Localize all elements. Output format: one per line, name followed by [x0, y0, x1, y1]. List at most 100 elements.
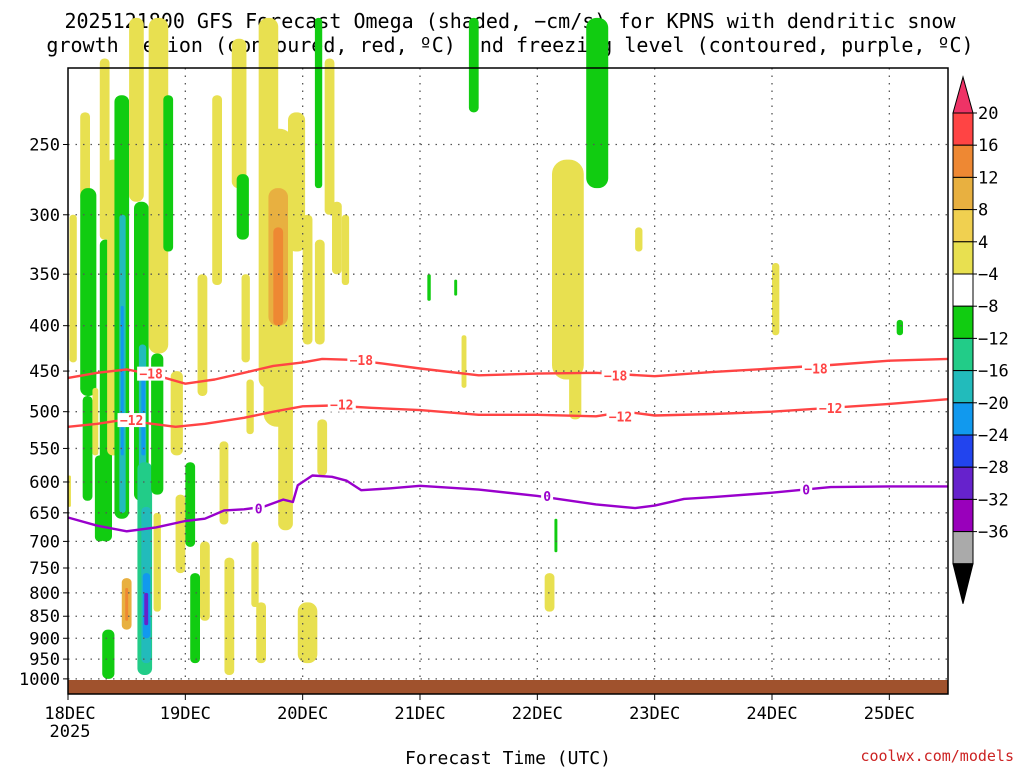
- omega-cell: [80, 188, 97, 396]
- omega-cell: [341, 214, 350, 286]
- omega-cell: [197, 274, 208, 396]
- omega-cell: [427, 274, 431, 301]
- y-tick-label: 550: [29, 439, 60, 459]
- colorbar-label: −24: [978, 426, 1009, 446]
- dgz-minus-12-label: −12: [819, 402, 842, 417]
- freezing-level-0-label: 0: [802, 484, 810, 499]
- colorbar-swatch: [952, 498, 974, 533]
- omega-cell: [256, 602, 266, 664]
- y-tick-label: 400: [29, 317, 60, 337]
- y-tick-label: 600: [29, 473, 60, 493]
- omega-cell: [317, 419, 328, 476]
- credit-link[interactable]: coolwx.com/models: [860, 747, 1014, 765]
- dgz-minus-12-label-bg: [606, 409, 635, 424]
- dgz-minus-18-label: −18: [350, 354, 374, 369]
- x-tick-label: 21DEC: [394, 704, 445, 724]
- colorbar-swatch: [952, 466, 974, 500]
- omega-cell: [246, 379, 254, 435]
- omega-cell: [554, 518, 558, 553]
- colorbar-swatch: [952, 241, 974, 275]
- omega-cell: [454, 279, 458, 296]
- colorbar-swatch: [952, 305, 974, 339]
- colorbar-label: −36: [978, 523, 1009, 543]
- colorbar-swatch: [952, 209, 974, 243]
- omega-cell: [241, 274, 250, 363]
- omega-cell: [561, 251, 579, 354]
- omega-cell: [297, 602, 318, 664]
- omega-cell: [190, 573, 200, 664]
- omega-cell: [314, 239, 325, 345]
- x-tick-label: 18DEC: [44, 704, 95, 724]
- omega-cell: [231, 38, 247, 189]
- x-axis-label: Forecast Time (UTC): [405, 748, 611, 768]
- dgz-minus-12-line: [67, 398, 949, 428]
- y-tick-label: 450: [29, 362, 60, 382]
- temperature-contours: −18 −18 −18 −18 −12 −12 −12 −12 0 0 0: [67, 352, 949, 533]
- freezing-level-0-line: [67, 474, 948, 533]
- omega-cell: [251, 541, 259, 608]
- x-tick-label: 25DEC: [864, 704, 915, 724]
- omega-cell: [324, 58, 335, 215]
- colorbar-swatch: [952, 273, 974, 307]
- dgz-minus-18-label: −18: [804, 362, 828, 377]
- y-tick-label: 500: [29, 403, 60, 423]
- colorbar-label: −20: [978, 394, 1009, 414]
- omega-cell: [219, 441, 229, 525]
- omega-cell: [212, 95, 222, 286]
- colorbar-swatch: [952, 337, 974, 372]
- omega-cell: [129, 17, 144, 202]
- colorbar-label: −12: [978, 329, 1009, 349]
- colorbar-label: 12: [978, 168, 998, 188]
- omega-cell: [302, 214, 313, 345]
- omega-cell: [468, 17, 479, 113]
- omega-cell: [332, 201, 342, 275]
- dgz-minus-12-label-bg: [327, 397, 356, 412]
- omega-cell: [772, 263, 780, 336]
- omega-cell: [586, 17, 609, 189]
- freezing-level-0-label: 0: [543, 490, 551, 505]
- omega-cell: [896, 319, 904, 336]
- omega-cell: [69, 214, 77, 363]
- colorbar-swatch: [952, 176, 974, 211]
- dgz-minus-12-label-bg: [117, 413, 146, 428]
- omega-cell: [175, 494, 186, 574]
- colorbar-label: −32: [978, 490, 1009, 510]
- omega-cell: [200, 541, 210, 621]
- colorbar-swatch: [952, 434, 974, 468]
- dgz-minus-12-label-bg: [816, 400, 845, 415]
- freezing-level-0-label-bg: [252, 501, 265, 516]
- plot-frame: [67, 67, 949, 695]
- y-tick-label: 950: [29, 650, 60, 670]
- y-tick-label: 1000: [19, 670, 60, 690]
- omega-cell: [224, 557, 235, 676]
- dgz-minus-18-label-bg: [347, 352, 376, 367]
- omega-shading: [68, 17, 904, 679]
- colorbar-bottom-arrow: [952, 563, 974, 604]
- omega-cell: [163, 95, 174, 252]
- omega-cell: [125, 588, 129, 621]
- y-tick-label: 900: [29, 629, 60, 649]
- omega-cell: [92, 387, 99, 456]
- dgz-minus-18-label-bg: [601, 368, 630, 383]
- dgz-minus-18-label: −18: [604, 369, 628, 384]
- dgz-minus-12-label: −12: [330, 399, 353, 414]
- y-tick-label: 750: [29, 559, 60, 579]
- colorbar-swatch: [952, 531, 974, 565]
- freezing-level-0-label: 0: [255, 503, 263, 518]
- omega-cell: [170, 371, 183, 456]
- omega-cell: [144, 592, 149, 626]
- colorbar-swatch: [952, 112, 974, 146]
- omega-cell: [273, 227, 284, 326]
- omega-cell: [569, 353, 582, 420]
- omega-cell: [544, 573, 555, 612]
- y-tick-label: 350: [29, 265, 60, 285]
- x-tick-label: 22DEC: [512, 704, 563, 724]
- omega-cell: [278, 395, 293, 531]
- colorbar-label: 16: [978, 136, 998, 156]
- omega-cell: [80, 112, 90, 202]
- freezing-level-0-label-bg: [541, 488, 554, 503]
- x-tick-year-label: 2025: [50, 722, 91, 742]
- axis-ticks: 2503003504004505005506006507007508008509…: [19, 135, 915, 742]
- y-tick-label: 850: [29, 607, 60, 627]
